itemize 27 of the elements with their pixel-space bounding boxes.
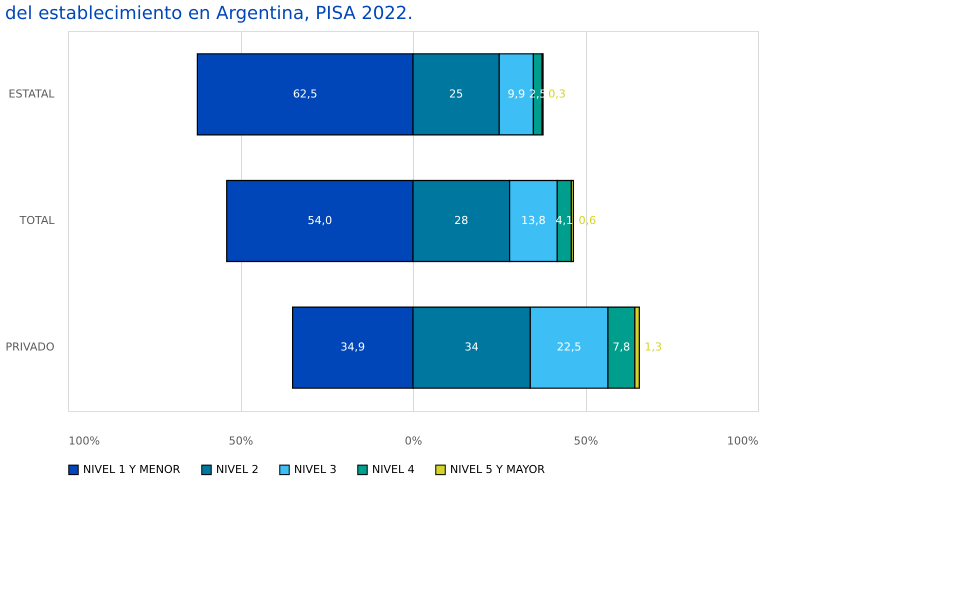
data-label: 22,5 xyxy=(556,340,582,354)
data-label: 62,5 xyxy=(292,87,318,100)
data-label: 28 xyxy=(454,214,468,227)
x-tick-label: 100% xyxy=(727,434,758,448)
x-tick-label: 50% xyxy=(228,434,254,448)
x-tick-label: 50% xyxy=(574,434,598,448)
x-tick-label: 0% xyxy=(404,434,422,448)
data-label: 34 xyxy=(464,340,479,354)
data-label: 0,6 xyxy=(578,214,596,227)
y-tick-label: ESTATAL xyxy=(8,87,56,100)
y-tick-label: TOTAL xyxy=(18,214,56,227)
legend-label: NIVEL 1 Y MENOR xyxy=(83,462,181,476)
legend-label: NIVEL 4 xyxy=(372,462,415,476)
legend-label: NIVEL 3 xyxy=(294,462,337,476)
data-label: 0,3 xyxy=(548,87,566,100)
data-label: 34,9 xyxy=(340,340,366,354)
y-tick-label: PRIVADO xyxy=(6,340,55,354)
legend-label: NIVEL 5 Y MAYOR xyxy=(450,462,546,476)
data-label: 13,8 xyxy=(521,214,546,227)
data-label: 25 xyxy=(449,87,464,100)
data-label: 1,3 xyxy=(644,340,662,354)
x-tick-label: 100% xyxy=(68,434,100,448)
data-label: 9,9 xyxy=(508,87,526,100)
chart-title: del establecimiento en Argentina, PISA 2022. xyxy=(5,3,413,24)
data-label: 7,8 xyxy=(612,340,630,354)
legend-label: NIVEL 2 xyxy=(216,462,259,476)
data-label: 54,0 xyxy=(308,214,332,227)
